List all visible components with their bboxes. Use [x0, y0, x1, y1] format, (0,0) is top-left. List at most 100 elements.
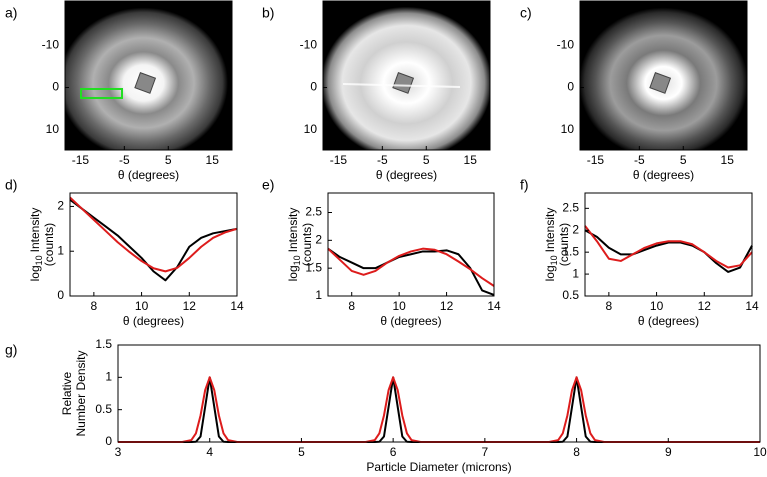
y-tick-label: 10: [304, 122, 318, 136]
y-label-subscript: 10: [549, 255, 559, 265]
y-tick-label: -10: [300, 37, 318, 51]
x-tick-label: 7: [482, 445, 489, 459]
y-axis-label-line2: (counts): [42, 223, 56, 266]
y-axis-label-line2: (counts): [557, 223, 571, 266]
x-tick-label: 12: [183, 299, 197, 313]
panel: b) -15 -5 5 15 -10 0 10 θ (degrees): [262, 0, 491, 182]
y-label-text: Intensity: [543, 208, 557, 253]
data-line: [584, 229, 753, 273]
y-tick-label: 0: [57, 288, 64, 302]
x-tick-label: 14: [487, 299, 501, 313]
x-tick-label: 10: [392, 299, 406, 313]
y-tick-label: 0: [310, 80, 317, 94]
y-tick-label: 1: [57, 243, 64, 257]
x-tick-label: 5: [423, 153, 430, 167]
streak: [342, 83, 461, 88]
y-axis-label: Number Density: [74, 350, 88, 436]
x-tick-label: -5: [377, 153, 388, 167]
y-tick-label: 1.5: [305, 260, 322, 274]
x-tick-label: 8: [573, 445, 580, 459]
x-tick-label: 14: [230, 299, 244, 313]
panel-label: b): [262, 5, 274, 21]
data-line: [118, 376, 760, 443]
y-tick-label: 1.5: [95, 337, 112, 351]
axes-frame: [117, 344, 761, 443]
axes-frame: [322, 0, 491, 151]
y-label-prefix: log: [286, 265, 300, 281]
axes-frame: [327, 192, 495, 297]
data-line: [118, 376, 760, 443]
data-line: [584, 225, 753, 269]
y-tick-label: -10: [42, 37, 60, 51]
x-tick-label: -15: [587, 153, 605, 167]
y-axis-label: log10 Intensity: [543, 208, 559, 282]
y-tick-label: 2: [572, 222, 579, 236]
y-label-subscript: 10: [34, 255, 44, 265]
y-label-prefix: log: [543, 265, 557, 281]
x-tick-label: 9: [665, 445, 672, 459]
axes-frame: [69, 192, 238, 297]
x-axis-label: θ (degrees): [123, 314, 184, 328]
selection-box: [80, 88, 123, 99]
panel-label: f): [520, 177, 529, 193]
x-tick-label: 5: [298, 445, 305, 459]
y-label-subscript: 10: [292, 255, 302, 265]
y-axis-label: Relative: [60, 372, 74, 416]
y-axis-label-line2: (counts): [300, 223, 314, 266]
data-line: [327, 247, 495, 296]
panel-label: g): [5, 342, 17, 358]
x-axis-label: θ (degrees): [376, 168, 437, 182]
x-axis-label: θ (degrees): [633, 168, 694, 182]
y-tick-label: 0: [105, 434, 112, 448]
x-tick-label: 8: [348, 299, 355, 313]
y-label-text: Intensity: [28, 208, 42, 253]
x-tick-label: 6: [390, 445, 397, 459]
y-tick-label: 10: [46, 122, 60, 136]
x-tick-label: 15: [721, 153, 735, 167]
panel: g) 3 4 5 6 7 8 9 10 0 0.5 1 1.5 Particle Diameter (mi…: [5, 337, 767, 474]
panel: f)8 10 12 140.511.522.5θ (degrees)log10Inte…: [520, 177, 759, 328]
x-tick-label: 10: [753, 445, 767, 459]
x-axis-label: θ (degrees): [118, 168, 179, 182]
x-tick-label: 5: [165, 153, 172, 167]
x-tick-label: 5: [680, 153, 687, 167]
panel: a) -15 -5 5 15 -10 0 10 θ (degrees): [5, 0, 233, 182]
x-tick-label: -15: [330, 153, 348, 167]
axes-frame: [64, 0, 233, 151]
y-tick-label: 0.5: [562, 288, 579, 302]
y-tick-label: 1.5: [562, 244, 579, 258]
x-tick-label: 15: [206, 153, 220, 167]
y-tick-label: -10: [557, 37, 575, 51]
x-tick-label: -5: [119, 153, 130, 167]
y-label-prefix: log: [28, 265, 42, 281]
y-tick-label: 1: [105, 370, 112, 384]
sample-square: [649, 72, 672, 94]
x-axis-label: θ (degrees): [380, 314, 441, 328]
x-tick-label: 14: [745, 299, 759, 313]
x-tick-label: 15: [464, 153, 478, 167]
data-line: [69, 196, 238, 273]
y-tick-label: 0.5: [95, 402, 112, 416]
x-tick-label: 12: [698, 299, 712, 313]
panel-label: e): [262, 177, 274, 193]
panel: c) -15 -5 5 15 -10 0 10 θ (degrees): [520, 0, 748, 182]
x-tick-label: 8: [606, 299, 613, 313]
y-tick-label: 1: [315, 288, 322, 302]
data-line: [327, 247, 495, 287]
x-tick-label: 10: [650, 299, 664, 313]
axes-frame: [584, 192, 753, 297]
x-tick-label: 12: [440, 299, 454, 313]
x-axis-label: Particle Diameter (microns): [366, 460, 511, 474]
y-tick-label: 0: [567, 80, 574, 94]
x-axis-label: θ (degrees): [638, 314, 699, 328]
panel-label: d): [5, 177, 17, 193]
y-tick-label: 0: [52, 80, 59, 94]
x-tick-label: 3: [115, 445, 122, 459]
axes-frame: [579, 0, 748, 151]
x-tick-label: -5: [634, 153, 645, 167]
y-label-text: Intensity: [286, 208, 300, 253]
sample-square: [134, 72, 157, 94]
y-tick-label: 10: [561, 122, 575, 136]
